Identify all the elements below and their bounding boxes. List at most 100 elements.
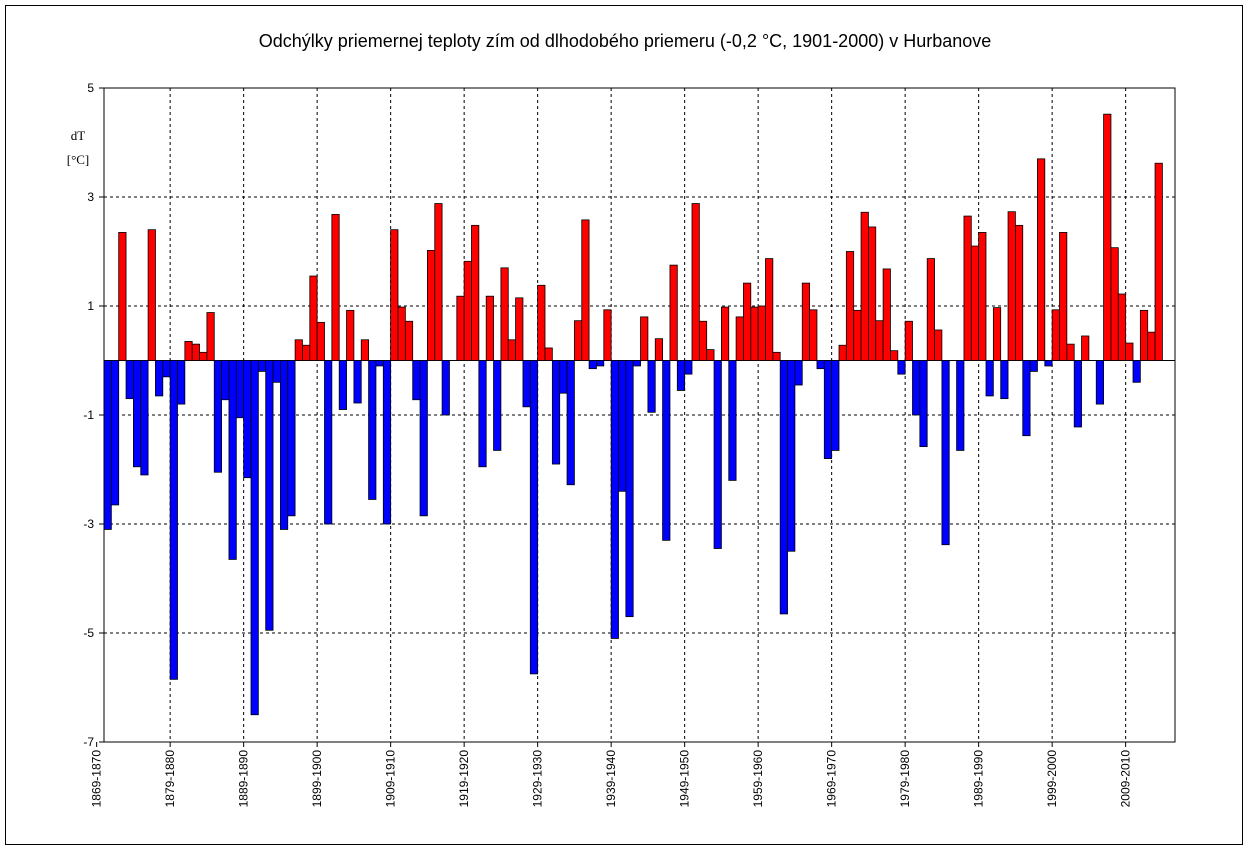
bar-negative — [559, 360, 568, 394]
bar-positive — [772, 351, 781, 361]
bar-positive — [191, 343, 200, 361]
bar-positive — [970, 245, 980, 361]
bar-negative — [353, 360, 362, 404]
bar-positive — [926, 258, 935, 361]
bar-positive — [1059, 232, 1068, 361]
bar-positive — [757, 305, 766, 361]
bar-positive — [1081, 335, 1090, 361]
bar-positive — [654, 338, 663, 361]
bar-negative — [257, 360, 267, 372]
bar-positive — [1125, 342, 1134, 361]
bar-negative — [897, 360, 906, 375]
bar-negative — [412, 360, 421, 401]
bar-negative — [382, 360, 392, 525]
bar-positive — [838, 344, 847, 361]
x-tick-label: 2009-2010 — [1119, 750, 1133, 808]
y-tick-label: -5 — [83, 626, 94, 640]
bar-positive — [390, 229, 399, 361]
bar-positive — [500, 267, 509, 361]
bar-negative — [235, 360, 245, 419]
x-tick-label: 1929-1930 — [531, 750, 545, 808]
y-tick-label: -7 — [83, 735, 94, 749]
bar-negative — [110, 360, 120, 506]
bar-negative — [713, 360, 722, 549]
bar-negative — [647, 360, 656, 413]
bar-negative — [588, 360, 597, 370]
bar-positive — [581, 219, 590, 361]
bar-positive — [485, 295, 494, 361]
bar-positive — [691, 203, 700, 361]
bar-positive — [206, 312, 215, 361]
x-tick-label: 1989-1990 — [972, 750, 986, 808]
bar-negative — [279, 360, 289, 530]
bar-negative — [177, 360, 186, 405]
y-tick-label: 5 — [87, 81, 94, 95]
x-tick-label: 1979-1980 — [898, 750, 912, 808]
bar-positive — [743, 282, 752, 361]
bar-positive — [801, 282, 810, 361]
bar-negative — [566, 360, 575, 486]
bar-negative — [1073, 360, 1082, 428]
bar-negative — [478, 360, 487, 468]
bar-positive — [698, 320, 708, 361]
bar-positive — [721, 306, 730, 361]
chart-frame — [5, 5, 1243, 845]
bar-positive — [426, 250, 436, 361]
y-tick-label: 3 — [87, 190, 94, 204]
bar-positive — [1110, 247, 1119, 361]
bar-negative — [1095, 360, 1104, 405]
x-tick-label: 1899-1900 — [310, 750, 324, 808]
bar-negative — [919, 360, 928, 448]
bar-negative — [831, 360, 840, 451]
bar-positive — [360, 339, 369, 361]
bar-negative — [522, 360, 531, 408]
x-tick-label: 1999-2000 — [1045, 750, 1059, 808]
bar-positive — [346, 309, 355, 361]
bar-positive — [603, 309, 612, 361]
bar-negative — [551, 360, 561, 465]
bar-positive — [456, 295, 465, 361]
bar-negative — [610, 360, 619, 639]
bar-negative — [132, 360, 142, 468]
bar-positive — [1015, 224, 1024, 361]
bar-positive — [1051, 309, 1060, 361]
bar-positive — [1066, 343, 1075, 361]
bar-negative — [375, 360, 384, 367]
bar-negative — [324, 360, 333, 525]
bar-negative — [728, 360, 737, 481]
axes-group — [96, 87, 1176, 747]
bar-positive — [463, 260, 472, 361]
bars-group — [103, 113, 1163, 716]
x-tick-label: 1969-1970 — [825, 750, 839, 808]
y-axis-label-unit: [°C] — [67, 152, 90, 167]
bar-negative — [529, 360, 539, 675]
bar-positive — [574, 320, 583, 361]
x-tick-label: 1949-1950 — [678, 750, 692, 808]
bar-positive — [434, 203, 443, 361]
bar-negative — [221, 360, 230, 401]
bar-positive — [302, 344, 311, 361]
bar-positive — [904, 320, 913, 361]
bar-negative — [125, 360, 134, 400]
bar-negative — [441, 360, 450, 416]
bar-negative — [228, 360, 237, 560]
y-axis-label-dt: dT — [71, 128, 86, 143]
bar-negative — [368, 360, 377, 500]
bar-negative — [1000, 360, 1009, 400]
bar-negative — [213, 360, 222, 473]
bar-negative — [287, 360, 296, 517]
bar-positive — [404, 320, 414, 361]
bar-positive — [860, 211, 869, 361]
bar-negative — [816, 360, 825, 370]
bar-negative — [676, 360, 686, 391]
bar-positive — [978, 232, 987, 361]
bar-positive — [845, 251, 855, 361]
bar-negative — [956, 360, 965, 451]
gridlines — [104, 88, 1175, 742]
bar-positive — [471, 224, 480, 361]
chart-title: Odchýlky priemernej teploty zím od dlhod… — [259, 31, 992, 51]
y-tick-label: -1 — [83, 408, 94, 422]
x-tick-label: 1889-1890 — [237, 750, 251, 808]
bar-positive — [934, 329, 943, 361]
